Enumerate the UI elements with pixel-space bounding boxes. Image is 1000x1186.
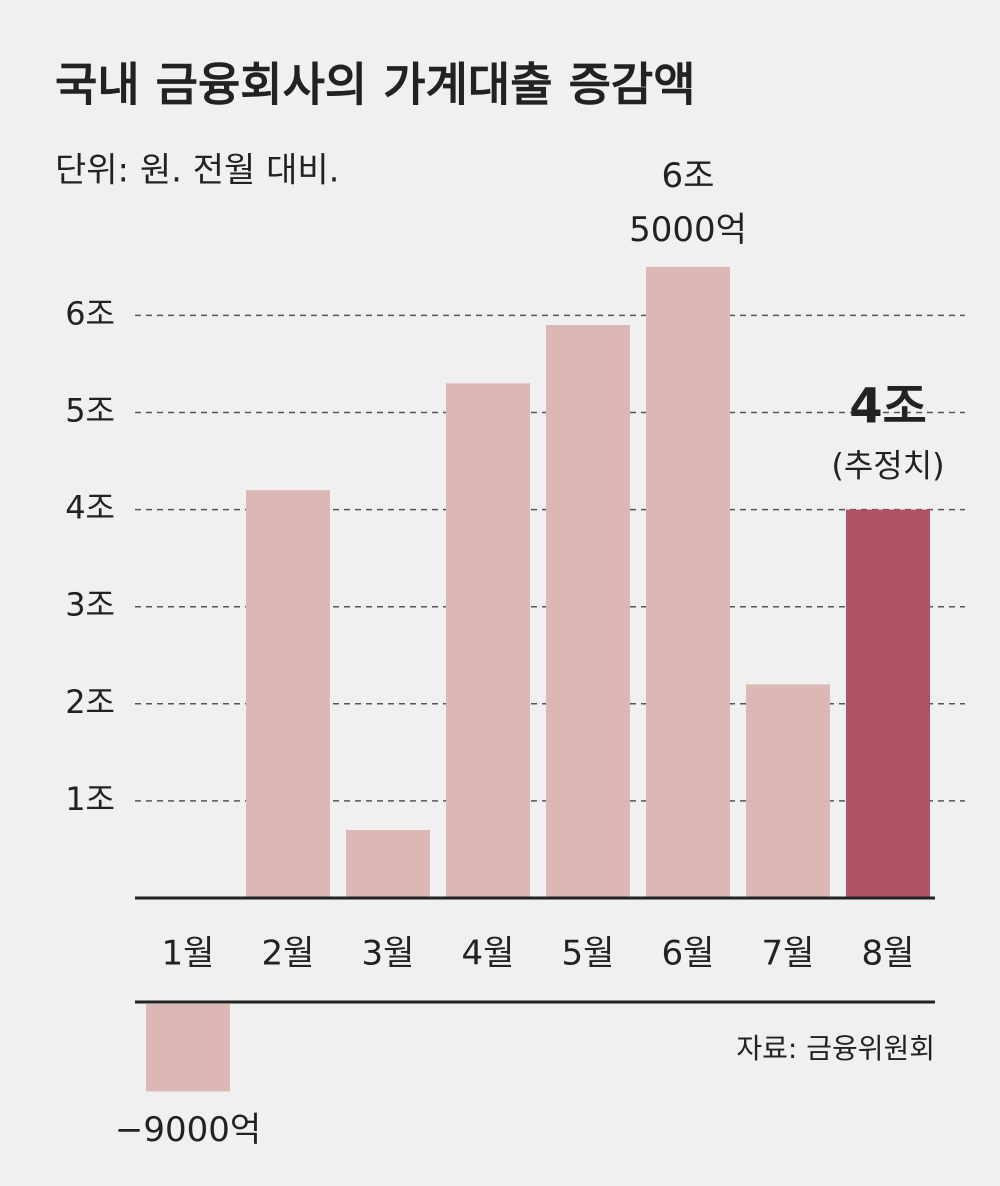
x-tick-label: 4월 xyxy=(462,934,515,974)
bar xyxy=(846,509,930,898)
chart-subtitle: 단위: 원. 전월 대비. xyxy=(55,151,339,191)
y-tick-label: 6조 xyxy=(65,294,115,332)
y-tick-label: 4조 xyxy=(65,489,115,527)
x-tick-label: 5월 xyxy=(562,934,615,974)
bar xyxy=(246,490,330,898)
value-label: 4조 xyxy=(849,379,927,435)
value-label: −9000억 xyxy=(115,1110,261,1150)
x-tick-label: 7월 xyxy=(762,934,815,974)
bar xyxy=(546,325,630,898)
bar xyxy=(146,1004,230,1092)
x-tick-label: 3월 xyxy=(362,934,415,974)
x-tick-label: 6월 xyxy=(662,934,715,974)
value-label: 6조 5000억 xyxy=(629,155,747,249)
y-tick-label: 5조 xyxy=(65,392,115,430)
x-tick-label: 8월 xyxy=(862,934,915,974)
y-tick-label: 3조 xyxy=(65,586,115,624)
bar xyxy=(446,383,530,898)
x-tick-label: 1월 xyxy=(162,934,215,974)
y-tick-label: 1조 xyxy=(65,780,115,818)
annotation: (추정치) xyxy=(831,447,944,485)
bar xyxy=(746,684,830,898)
x-tick-label: 2월 xyxy=(262,934,315,974)
chart-title: 국내 금융회사의 가계대출 증감액 xyxy=(55,58,696,112)
value-label-line: 5000억 xyxy=(629,209,747,249)
bar xyxy=(346,830,430,898)
value-label-line: 6조 xyxy=(662,155,715,195)
source: 자료: 금융위원회 xyxy=(736,1032,935,1065)
y-tick-label: 2조 xyxy=(65,683,115,721)
bar xyxy=(646,266,730,899)
